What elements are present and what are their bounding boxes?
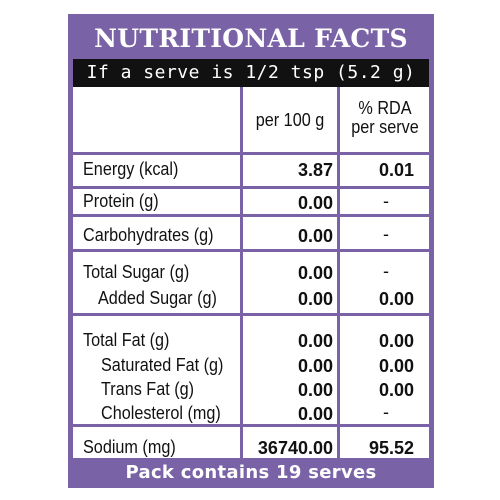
column-divider	[240, 87, 243, 458]
value-per100-cholesterol: 0.00	[297, 404, 333, 424]
row-label-added-sugar: Added Sugar (g)	[98, 288, 217, 308]
value-rda-trans-fat: 0.00	[378, 380, 414, 400]
row-label-trans-fat: Trans Fat (g)	[101, 379, 195, 399]
value-per100-protein: 0.00	[297, 193, 333, 213]
row-label-energy: Energy (kcal)	[83, 159, 179, 179]
value-rda-added-sugar: 0.00	[378, 289, 414, 309]
value-rda-saturated-fat: 0.00	[378, 356, 414, 376]
value-rda-total-fat: 0.00	[378, 331, 414, 351]
row-label-sodium: Sodium (mg)	[83, 437, 176, 457]
panel-title: NUTRITIONAL FACTS	[73, 19, 429, 59]
row-label-carbohydrates: Carbohydrates (g)	[83, 225, 214, 245]
row-label-cholesterol: Cholesterol (mg)	[101, 403, 221, 423]
row-divider	[73, 214, 429, 217]
value-per100-added-sugar: 0.00	[297, 289, 333, 309]
value-rda-sodium: 95.52	[368, 438, 414, 458]
value-per100-energy: 3.87	[297, 160, 333, 180]
column-header-rda-line1: % RDA	[358, 98, 412, 118]
value-rda-carbohydrates: -	[383, 224, 389, 244]
row-divider	[73, 249, 429, 252]
serve-size-bar: If a serve is 1/2 tsp (5.2 g)	[73, 59, 429, 87]
column-header-per-100g: per 100 g	[255, 110, 325, 130]
column-divider	[337, 87, 340, 458]
value-rda-protein: -	[383, 191, 389, 211]
row-divider	[73, 186, 429, 189]
value-per100-total-sugar: 0.00	[297, 263, 333, 283]
nutrition-facts-panel: NUTRITIONAL FACTS If a serve is 1/2 tsp …	[68, 14, 434, 488]
row-label-saturated-fat: Saturated Fat (g)	[101, 355, 224, 375]
row-divider	[73, 313, 429, 316]
row-divider	[73, 424, 429, 427]
nutrition-table: per 100 g % RDA per serve Energy (kcal) …	[73, 87, 429, 458]
value-per100-total-fat: 0.00	[297, 331, 333, 351]
row-label-protein: Protein (g)	[83, 191, 159, 211]
row-label-total-fat: Total Fat (g)	[83, 330, 170, 350]
value-per100-trans-fat: 0.00	[297, 380, 333, 400]
row-label-total-sugar: Total Sugar (g)	[83, 262, 190, 282]
value-rda-energy: 0.01	[378, 160, 414, 180]
value-rda-total-sugar: -	[383, 261, 389, 281]
value-per100-sodium: 36740.00	[257, 438, 333, 458]
row-divider	[73, 152, 429, 155]
value-rda-cholesterol: -	[383, 402, 389, 422]
column-header-rda-line2: per serve	[351, 117, 419, 137]
value-per100-carbohydrates: 0.00	[297, 226, 333, 246]
pack-serves-footer: Pack contains 19 serves	[73, 458, 429, 488]
value-per100-saturated-fat: 0.00	[297, 356, 333, 376]
